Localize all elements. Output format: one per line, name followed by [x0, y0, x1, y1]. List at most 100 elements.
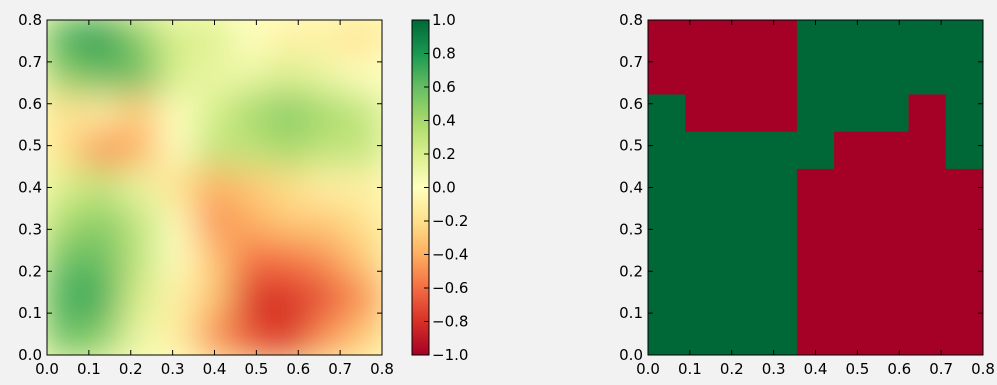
heatmap-cell	[269, 20, 309, 59]
classification-cell	[759, 243, 798, 282]
y-tick-label: 0.7	[619, 53, 643, 71]
heatmap-y-axis: 0.0 0.1 0.2 0.3 0.4 0.5 0.6 0.7 0.8	[18, 11, 382, 364]
classification-cell	[871, 168, 910, 207]
heatmap-cell	[47, 93, 86, 133]
x-tick-label: 0.5	[244, 360, 268, 378]
classification-cell	[871, 243, 910, 282]
heatmap-cell	[47, 130, 86, 170]
classification-cell	[648, 131, 686, 170]
classification-cell	[796, 168, 835, 207]
classification-cell	[945, 168, 983, 207]
heatmap-cell	[157, 167, 197, 208]
heatmap-cell	[306, 279, 346, 319]
heatmap-cell	[47, 316, 86, 355]
heatmap-cell	[47, 56, 86, 96]
colorbar-tick-label: 1.0	[432, 11, 456, 29]
colorbar-tick-label: 0.0	[432, 179, 456, 197]
classification-cell	[908, 94, 947, 133]
x-tick-label: 0.0	[35, 360, 59, 378]
classification-cell	[834, 57, 872, 95]
classification-cell	[796, 243, 835, 282]
classification-map-panel: 0.0 0.1 0.2 0.3 0.4 0.5 0.6 0.7 0.8 0.0 0.1 0.2 0.3…	[619, 11, 995, 378]
x-tick-label: 0.3	[762, 360, 786, 378]
classification-cell	[685, 168, 723, 207]
classification-cell	[722, 206, 761, 244]
classification-cell	[722, 317, 761, 355]
heatmap-cell	[83, 205, 123, 245]
heatmap-cell	[194, 279, 235, 319]
x-tick-label: 0.2	[119, 360, 143, 378]
heatmap-cell	[83, 56, 123, 96]
x-tick-label: 0.2	[720, 360, 744, 378]
heatmap-cell	[269, 167, 309, 208]
colorbar-tick-label: 0.6	[432, 78, 456, 96]
classification-cell	[685, 317, 723, 355]
heatmap-cell	[120, 20, 160, 59]
heatmap-cell	[306, 130, 346, 170]
heatmap-cell	[83, 242, 123, 282]
heatmap-cell	[343, 93, 382, 133]
heatmap-cell	[269, 316, 309, 355]
classification-cell	[796, 317, 835, 355]
classification-cell	[908, 131, 947, 170]
heatmap-cell	[232, 205, 272, 245]
heatmap-cell	[194, 93, 235, 133]
classification-cell	[759, 206, 798, 244]
x-tick-label: 0.0	[636, 360, 660, 378]
classification-cell	[834, 94, 872, 133]
x-tick-label: 0.1	[678, 360, 702, 378]
colorbar-tick-label: 0.2	[432, 145, 456, 163]
heatmap-cell	[194, 130, 235, 170]
heatmap-cell	[232, 93, 272, 133]
heatmap-cell	[120, 167, 160, 208]
classification-cell	[796, 20, 835, 58]
y-tick-label: 0.2	[18, 262, 42, 280]
classification-cell	[871, 317, 910, 355]
classification-cell	[908, 20, 947, 58]
heatmap-cell	[343, 205, 382, 245]
heatmap-cell	[194, 316, 235, 355]
classification-cell	[834, 317, 872, 355]
heatmap-cell	[269, 279, 309, 319]
classification-cell	[908, 57, 947, 95]
heatmap-cell	[120, 205, 160, 245]
heatmap-cell	[194, 56, 235, 96]
heatmap-cell	[232, 316, 272, 355]
y-tick-label: 0.5	[18, 137, 42, 155]
heatmap-cell	[343, 167, 382, 208]
classification-cell	[722, 131, 761, 170]
y-tick-label: 0.1	[619, 304, 643, 322]
heatmap-cell	[343, 279, 382, 319]
heatmap-cell	[194, 167, 235, 208]
classification-cell	[945, 20, 983, 58]
heatmap-cell	[306, 167, 346, 208]
x-tick-label: 0.4	[203, 360, 227, 378]
heatmap-cell	[157, 56, 197, 96]
y-tick-label: 0.8	[619, 11, 643, 29]
heatmap-cell	[157, 93, 197, 133]
classification-cell	[796, 206, 835, 244]
heatmap-cell	[83, 20, 123, 59]
classification-cell	[871, 131, 910, 170]
classification-cell	[685, 57, 723, 95]
x-tick-label: 0.8	[971, 360, 995, 378]
heatmap-cell	[343, 316, 382, 355]
heatmap-cell	[120, 316, 160, 355]
y-tick-label: 0.4	[18, 179, 42, 197]
heatmap-cells	[47, 20, 382, 355]
heatmap-cell	[83, 316, 123, 355]
classification-cells	[648, 20, 983, 355]
heatmap-cell	[157, 205, 197, 245]
heatmap-cell	[306, 316, 346, 355]
heatmap-cell	[269, 205, 309, 245]
classification-cell	[908, 206, 947, 244]
classification-cell	[796, 94, 835, 133]
classification-cell	[685, 206, 723, 244]
heatmap-cell	[120, 242, 160, 282]
heatmap-cell	[306, 56, 346, 96]
heatmap-cell	[157, 279, 197, 319]
x-tick-label: 0.1	[77, 360, 101, 378]
heatmap-cell	[306, 93, 346, 133]
classification-cell	[759, 57, 798, 95]
